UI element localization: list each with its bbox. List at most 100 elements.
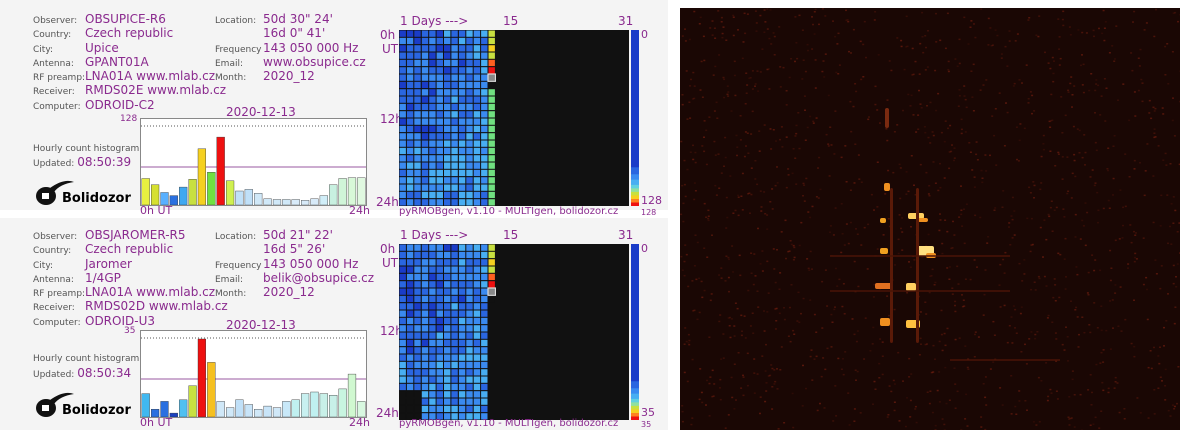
noise-speck (952, 293, 954, 295)
noise-speck (1125, 206, 1127, 208)
noise-speck (774, 381, 776, 383)
email-value[interactable]: belik@obsupice.cz (263, 271, 374, 285)
days-label: 1 Days ---> (400, 228, 468, 242)
noise-speck (842, 358, 844, 360)
noise-speck (821, 327, 823, 329)
grid-cell (407, 355, 413, 361)
noise-speck (1127, 263, 1129, 265)
noise-speck (760, 71, 762, 73)
noise-speck (1031, 244, 1033, 246)
noise-speck (1105, 21, 1107, 23)
noise-speck (1039, 278, 1041, 280)
grid-cell (459, 104, 465, 110)
grid-cell (444, 274, 450, 280)
noise-speck (740, 115, 742, 117)
noise-speck (961, 119, 963, 121)
noise-speck (1031, 113, 1033, 115)
noise-speck (1094, 259, 1096, 261)
histogram-bar (273, 200, 281, 206)
noise-speck (1177, 366, 1179, 368)
noise-speck (896, 37, 898, 39)
noise-speck (768, 88, 770, 90)
noise-speck (1040, 182, 1042, 184)
noise-speck (965, 394, 967, 396)
grid-cell (489, 60, 495, 66)
grid-cell (407, 347, 413, 353)
noise-speck (731, 318, 733, 320)
histogram-bar (245, 189, 253, 205)
email-value[interactable]: www.obsupice.cz (263, 55, 366, 69)
noise-speck (1153, 137, 1155, 139)
grid-cell (459, 126, 465, 132)
grid-cell (437, 252, 443, 258)
noise-speck (1129, 224, 1131, 226)
grid-cell (422, 259, 428, 265)
noise-speck (878, 363, 880, 365)
noise-speck (849, 424, 851, 426)
grid-cell (429, 141, 435, 147)
grid-cell (407, 377, 413, 383)
grid-cell (474, 89, 480, 95)
noise-speck (713, 141, 715, 143)
location-lon: 16d 5" 26' (263, 242, 325, 256)
noise-speck (745, 145, 747, 147)
noise-speck (1051, 201, 1053, 203)
grid-cell (437, 340, 443, 346)
noise-speck (699, 399, 701, 401)
noise-speck (765, 370, 767, 372)
grid-cell (429, 38, 435, 44)
noise-speck (927, 392, 929, 394)
noise-speck (857, 371, 859, 373)
noise-speck (695, 279, 697, 281)
noise-speck (929, 142, 931, 144)
noise-speck (1124, 153, 1126, 155)
noise-speck (1019, 79, 1021, 81)
noise-speck (788, 174, 790, 176)
noise-speck (1060, 58, 1062, 60)
noise-speck (964, 243, 966, 245)
noise-speck (937, 93, 939, 95)
noise-speck (1154, 413, 1156, 415)
noise-speck (1102, 361, 1104, 363)
noise-speck (1044, 52, 1046, 54)
noise-speck (902, 110, 904, 112)
ut-label: UT (382, 256, 398, 270)
noise-speck (831, 144, 833, 146)
noise-speck (932, 371, 934, 373)
grid-cell (429, 311, 435, 317)
grid-cell (437, 267, 443, 273)
noise-speck (944, 177, 946, 179)
noise-speck (974, 356, 976, 358)
noise-speck (952, 221, 954, 223)
grid-cell (466, 384, 472, 390)
color-scale (631, 30, 639, 206)
noise-speck (1026, 218, 1028, 220)
noise-speck (964, 95, 966, 97)
scale-max: 128 (641, 194, 662, 207)
noise-speck (765, 344, 767, 346)
noise-speck (968, 142, 970, 144)
noise-speck (1095, 417, 1097, 419)
noise-speck (1004, 305, 1006, 307)
noise-speck (973, 64, 975, 66)
grid-cell (466, 38, 472, 44)
grid-cell (437, 192, 443, 198)
noise-speck (1131, 343, 1133, 345)
grid-cell (400, 252, 406, 258)
noise-speck (946, 267, 948, 269)
grid-cell (489, 126, 495, 132)
noise-speck (920, 338, 922, 340)
histogram-bar (273, 408, 281, 417)
noise-speck (814, 11, 816, 13)
noise-speck (762, 270, 764, 272)
station-panel-upice: Observer:OBSUPICE-R6 Country:Czech repub… (0, 0, 668, 210)
noise-speck (1018, 400, 1020, 402)
noise-speck (770, 148, 772, 150)
noise-speck (944, 141, 946, 143)
noise-speck (794, 61, 796, 63)
noise-speck (772, 208, 774, 210)
grid-cell (459, 141, 465, 147)
grid-cell (444, 45, 450, 51)
noise-speck (755, 275, 757, 277)
noise-speck (807, 211, 809, 213)
